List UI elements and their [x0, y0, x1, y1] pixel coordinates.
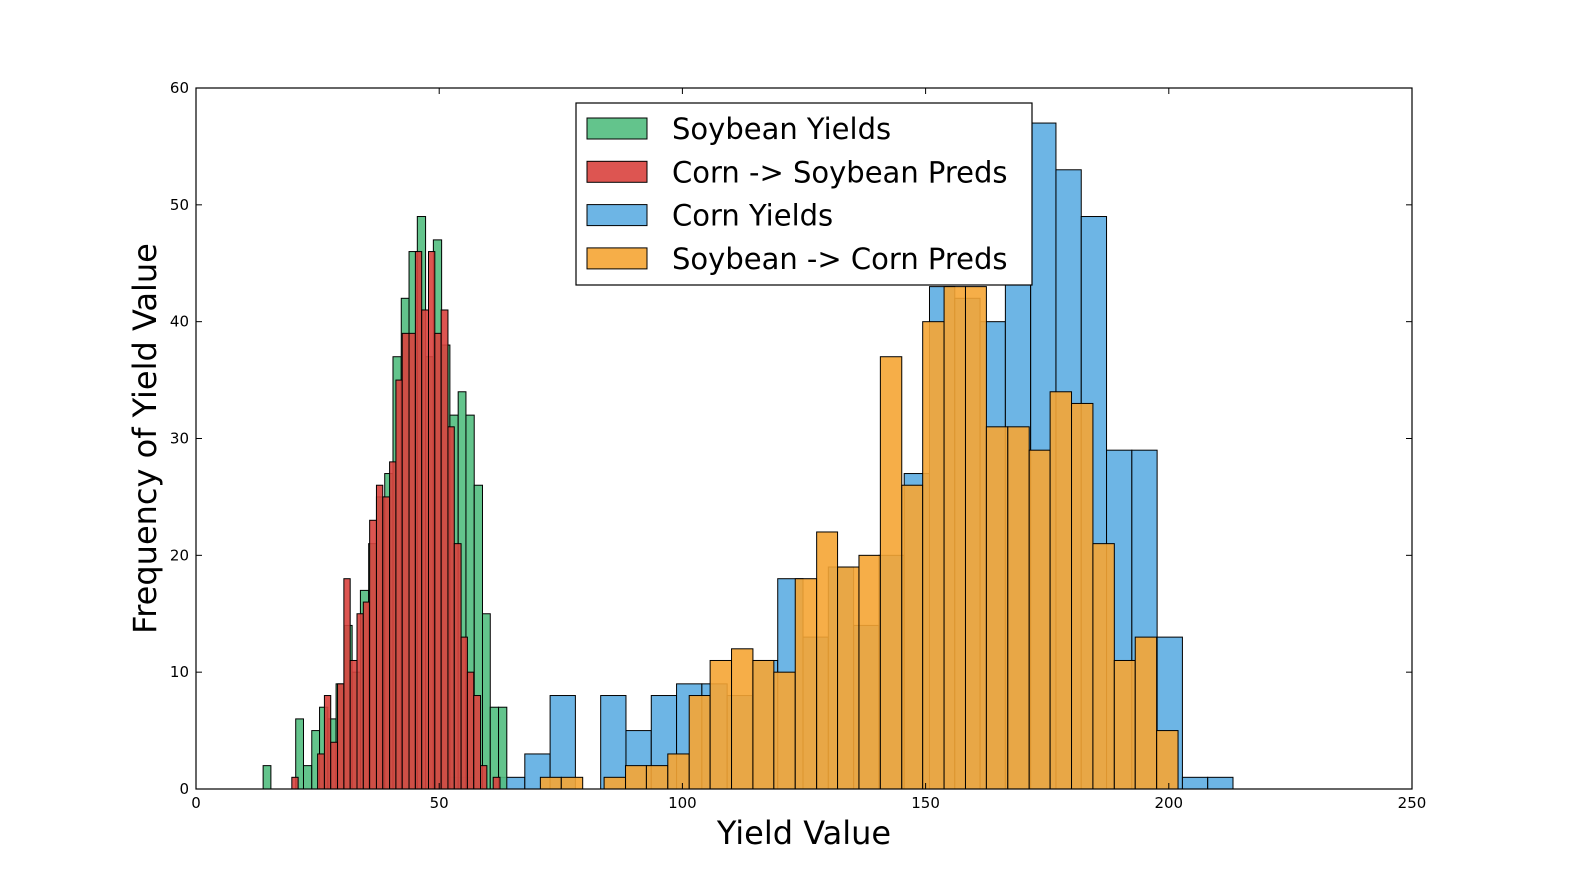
histogram-bar: [262, 765, 272, 790]
histogram-bar: [1156, 730, 1179, 790]
histogram-bar: [624, 765, 647, 790]
histogram-bar: [816, 531, 839, 790]
legend-swatch: [586, 204, 648, 227]
histogram-bar: [1007, 426, 1030, 790]
histogram-bar: [1092, 543, 1115, 790]
histogram-bar: [943, 286, 966, 790]
x-tick-label: 50: [430, 794, 449, 812]
histogram-bar: [447, 426, 455, 790]
histogram-bar: [489, 706, 500, 790]
histogram-bar: [291, 776, 299, 790]
x-tick-label: 0: [191, 794, 201, 812]
histogram-bar: [481, 613, 491, 790]
x-axis-title: Yield Value: [716, 814, 891, 852]
histogram-bar: [460, 636, 468, 790]
histogram-bar: [922, 321, 945, 790]
histogram-bar: [395, 379, 403, 790]
histogram-bar: [549, 695, 576, 790]
histogram-bar: [473, 695, 482, 790]
histogram-bar: [688, 695, 711, 790]
histogram-bar: [440, 309, 449, 790]
series-soybean-corn-preds: [539, 286, 1179, 790]
histogram-bar: [362, 601, 371, 790]
histogram-bar: [985, 426, 1009, 790]
histogram-bar: [752, 659, 775, 790]
histogram-bar: [356, 613, 364, 790]
histogram-bar: [382, 496, 391, 790]
histogram-bar: [414, 251, 423, 790]
histogram-bar: [964, 286, 987, 790]
histogram-bar: [645, 765, 669, 790]
y-tick-label: 60: [170, 79, 189, 97]
histogram-bar: [408, 332, 416, 790]
histogram-bar: [330, 741, 339, 790]
histogram-bar: [323, 695, 332, 790]
y-axis-title: Frequency of Yield Value: [126, 243, 164, 634]
histogram-bar: [453, 543, 462, 790]
legend-swatch: [586, 247, 648, 270]
histogram-bar: [1028, 449, 1051, 790]
legend-label: Soybean Yields: [672, 112, 891, 146]
histogram-bar: [349, 659, 358, 790]
axis-ticks: 0 50 100 150 200 250 0 10 20 30 40 50 60: [170, 79, 1426, 812]
histogram-bar: [498, 706, 508, 790]
histogram-bar: [1113, 659, 1136, 790]
histogram-bar: [375, 484, 384, 790]
y-tick-label: 40: [170, 313, 189, 331]
histogram-bar: [773, 671, 796, 790]
legend-label: Corn Yields: [672, 199, 833, 233]
histogram-bar: [560, 776, 584, 790]
x-tick-label: 100: [668, 794, 697, 812]
histogram-bar: [1181, 776, 1209, 790]
histogram-bar: [466, 671, 475, 790]
legend-label: Corn -> Soybean Preds: [672, 155, 1008, 189]
histogram-bar: [731, 648, 754, 790]
histogram-bar: [1207, 776, 1234, 790]
histogram-bar: [492, 776, 501, 790]
x-tick-label: 250: [1398, 794, 1427, 812]
histogram-bar: [389, 461, 397, 790]
legend-swatch: [586, 160, 648, 183]
legend: Soybean Yields Corn -> Soybean Preds Corn …: [575, 102, 1033, 286]
histogram-bar: [794, 578, 818, 790]
histogram-bar: [302, 765, 313, 790]
histogram-bar: [401, 332, 410, 790]
histogram-bar: [428, 251, 436, 790]
histogram-bar: [667, 753, 690, 790]
histogram-bar: [480, 765, 488, 790]
y-tick-label: 20: [170, 546, 189, 564]
histogram-bar: [421, 309, 430, 790]
y-tick-label: 0: [179, 780, 189, 798]
y-tick-label: 10: [170, 663, 189, 681]
histogram-bar: [837, 566, 860, 790]
histogram-bar: [434, 332, 442, 790]
x-tick-label: 150: [911, 794, 940, 812]
histogram-bar: [1134, 636, 1158, 790]
y-tick-label: 50: [170, 196, 189, 214]
histogram-bar: [901, 484, 924, 790]
histogram-bar: [879, 356, 903, 790]
y-tick-label: 30: [170, 430, 189, 448]
histogram-bar: [337, 683, 345, 790]
legend-swatch: [586, 117, 648, 140]
legend-label: Soybean -> Corn Preds: [672, 242, 1008, 276]
legend-box: [575, 102, 1033, 286]
histogram-bar: [539, 776, 562, 790]
histogram-bar: [603, 776, 626, 790]
histogram-bar: [369, 519, 377, 790]
histogram-bar: [858, 554, 881, 790]
histogram-bar: [600, 695, 627, 790]
histogram-bar: [1071, 402, 1094, 790]
histogram-bar: [343, 578, 351, 790]
histogram-bar: [317, 753, 325, 790]
histogram-bar: [709, 659, 733, 790]
x-tick-label: 200: [1154, 794, 1183, 812]
histogram-bar: [1049, 391, 1073, 790]
